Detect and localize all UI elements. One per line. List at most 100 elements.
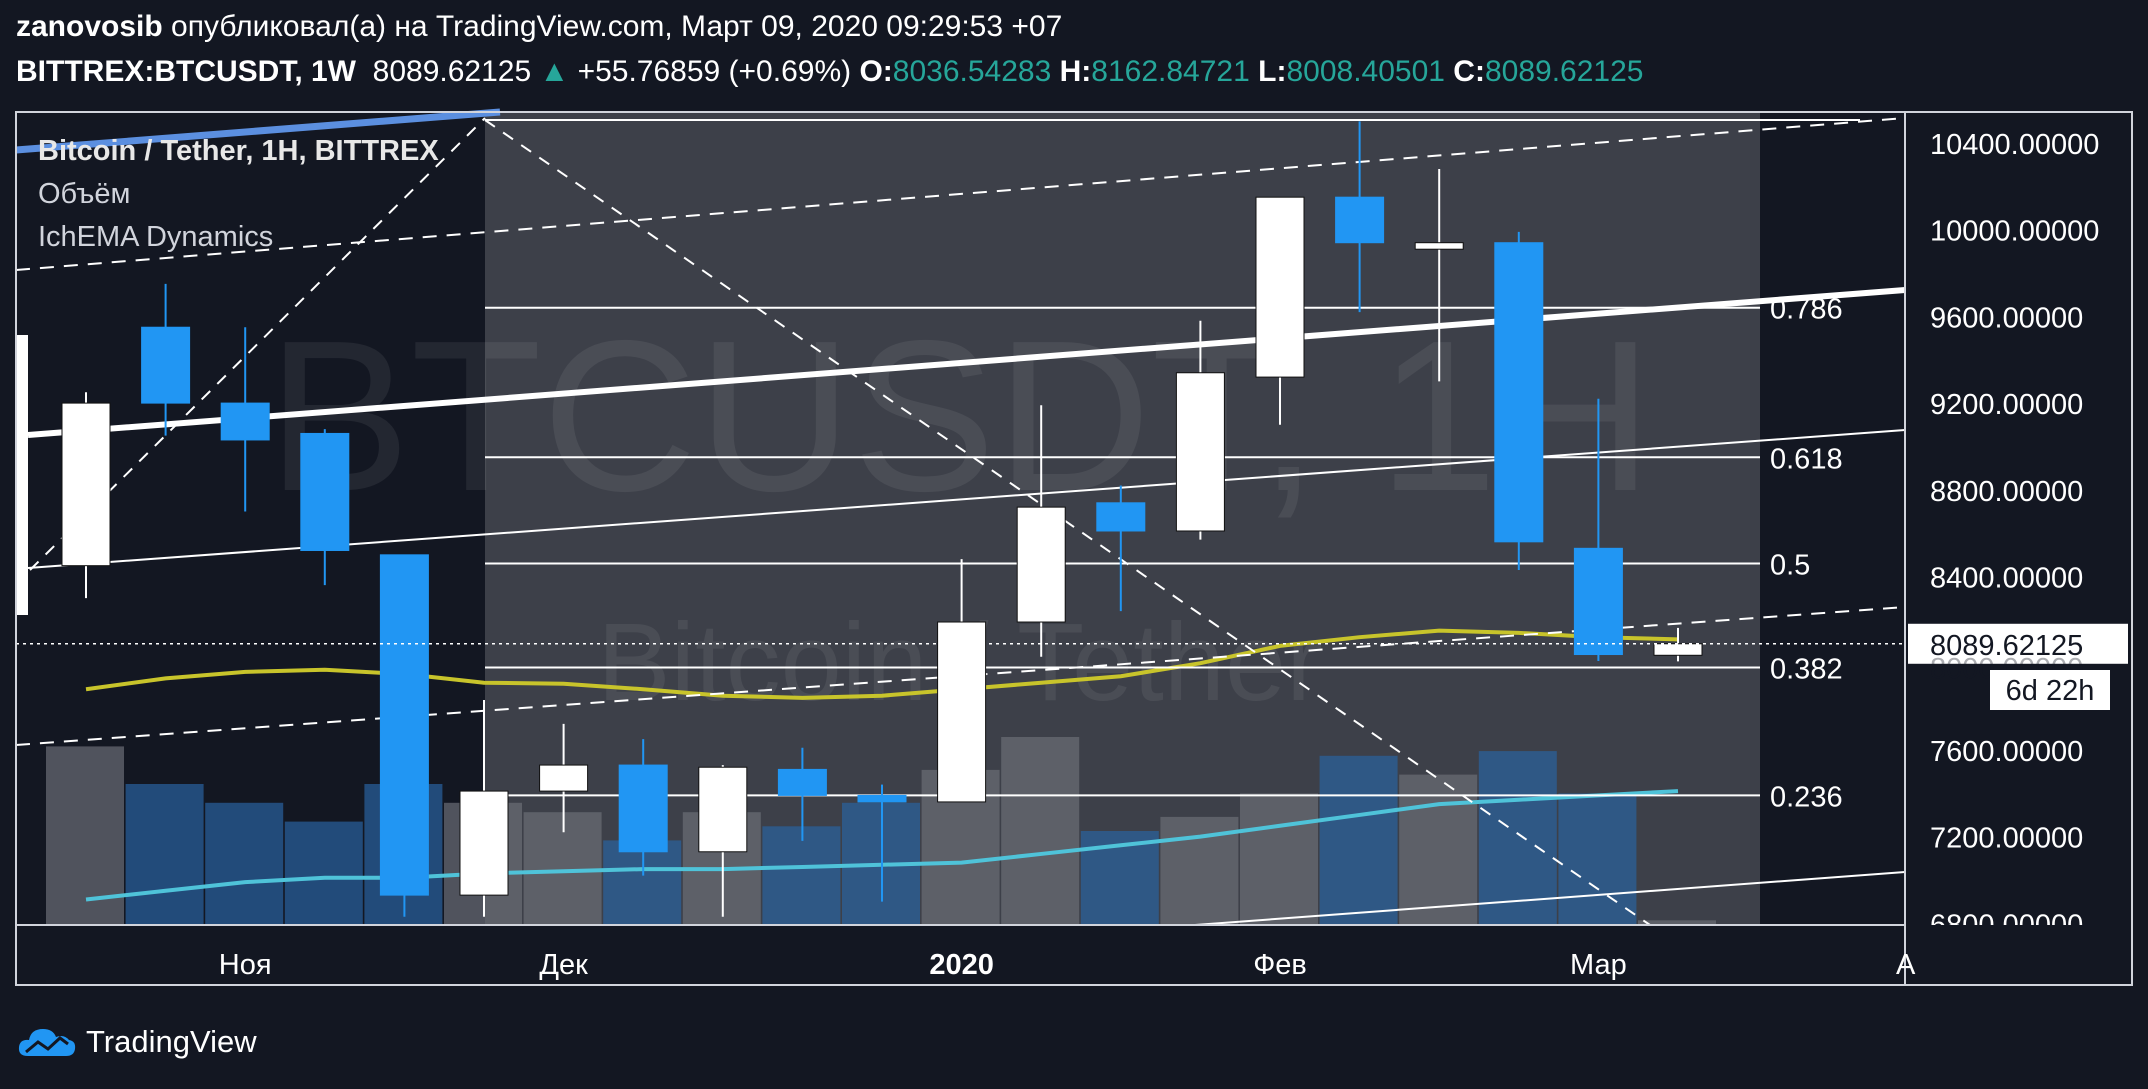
countdown-label: 6d 22h	[2006, 675, 2095, 707]
y-tick-label: 8400.00000	[1930, 563, 2083, 595]
candle	[459, 700, 509, 917]
volume-bar	[762, 826, 841, 925]
legend-symbol[interactable]: Bitcoin / Tether, 1H, BITTREX	[38, 135, 439, 167]
volume-bar	[1319, 755, 1398, 925]
legend-ichema[interactable]: IchEMA Dynamics	[38, 221, 274, 253]
triangle-up-icon: ▲	[539, 55, 570, 88]
price-label-box	[1908, 623, 2128, 664]
candle-body	[459, 790, 509, 896]
chart-frame	[15, 111, 2133, 986]
price-change: +55.76859 (+0.69%)	[577, 55, 852, 88]
candle	[220, 327, 270, 512]
y-tick-label: 9600.00000	[1930, 302, 2083, 334]
open-label: O:	[859, 55, 893, 88]
candle	[937, 559, 987, 803]
candle	[698, 765, 748, 917]
volume-bar	[1001, 737, 1080, 925]
x-tick-label: Ноя	[219, 949, 272, 981]
candle	[141, 283, 191, 436]
candle-body	[379, 554, 429, 896]
candle	[1016, 405, 1066, 657]
dashed-upper-line	[15, 117, 1906, 271]
candle	[1255, 196, 1305, 425]
volume-bar	[284, 821, 363, 925]
dashed-rising-line	[29, 117, 486, 571]
volume-bar	[1638, 920, 1716, 925]
fib-level-label: 0.5	[1770, 549, 1810, 581]
candle-body	[698, 766, 748, 853]
volume-bar	[1240, 793, 1318, 925]
brand-name: TradingView	[86, 1024, 257, 1059]
high-label: H:	[1059, 55, 1092, 88]
publish-info: zanovosib опубликовал(а) на TradingView.…	[16, 10, 1062, 44]
dashed-diagonal-line	[484, 119, 1651, 926]
tradingview-logo[interactable]: TradingView	[16, 1022, 257, 1062]
candle	[61, 392, 111, 599]
fib-level-label: 0.236	[1770, 781, 1843, 813]
candle-body	[1016, 506, 1066, 623]
candle	[777, 747, 827, 841]
x-tick-label: Фев	[1253, 949, 1307, 981]
candle-body	[1653, 643, 1703, 656]
x-tick-label: Мар	[1570, 949, 1627, 981]
candle	[379, 554, 429, 917]
y-tick-label: 7600.00000	[1930, 736, 2083, 768]
price-label: 8089.62125	[1930, 630, 2083, 662]
close-label: C:	[1453, 55, 1485, 88]
candle-body	[937, 621, 987, 803]
countdown-box	[1990, 670, 2110, 710]
candle	[300, 429, 350, 586]
candle-body	[1573, 547, 1623, 656]
high-value: 8162.84721	[1091, 55, 1250, 88]
open-value: 8036.54283	[892, 55, 1052, 88]
candle	[1494, 231, 1544, 570]
candle-body	[1494, 242, 1544, 543]
candle-body	[1096, 502, 1146, 532]
candle	[1096, 485, 1146, 612]
candle	[1175, 320, 1225, 540]
candle-partial	[16, 335, 28, 615]
fib-level-label: 0.382	[1770, 654, 1843, 686]
channel-line-bottom	[1194, 871, 1906, 926]
candle-body	[618, 764, 668, 853]
candle-body	[1175, 372, 1225, 532]
volume-bar	[1478, 751, 1557, 925]
volume-bar	[1558, 793, 1637, 925]
candle	[1414, 169, 1464, 382]
main-trendline	[27, 287, 1906, 438]
y-tick-label: 6800.00000	[1930, 909, 2083, 941]
price-axis	[1905, 112, 2132, 985]
volume-bar	[205, 802, 284, 925]
candle-body	[857, 794, 907, 803]
candle	[618, 739, 668, 876]
candle	[857, 784, 907, 902]
fib-level-label: 0.618	[1770, 443, 1843, 475]
candle-body	[539, 764, 589, 792]
candle-body	[300, 432, 350, 551]
candle-body	[220, 402, 270, 441]
candle	[1335, 121, 1385, 313]
cloud-logo-icon	[18, 1029, 76, 1056]
time-axis	[16, 925, 1905, 985]
legend-volume[interactable]: Объём	[38, 178, 131, 210]
blue-trendline	[15, 108, 501, 154]
symbol-interval: BITTREX:BTCUSDT, 1W	[16, 55, 356, 88]
author-name[interactable]: zanovosib	[16, 10, 163, 43]
candle-body	[1335, 196, 1385, 244]
volume-bar	[1399, 774, 1478, 925]
ema-yellow-line	[85, 628, 1679, 700]
y-tick-label: 7200.00000	[1930, 823, 2083, 855]
candle-body	[777, 768, 827, 796]
y-tick-label: 10400.00000	[1930, 129, 2099, 161]
last-price: 8089.62125	[372, 55, 532, 88]
x-tick-label: 2020	[929, 949, 994, 981]
y-tick-label: 9200.00000	[1930, 389, 2083, 421]
low-label: L:	[1258, 55, 1287, 88]
publish-text: опубликовал(а) на TradingView.com, Март …	[171, 10, 1063, 43]
y-tick-label: 8800.00000	[1930, 476, 2083, 508]
candle-body	[61, 402, 111, 567]
candle	[539, 723, 589, 833]
candle-body	[1255, 196, 1305, 378]
watermark-symbol: BTCUSDT, 1H	[267, 295, 1653, 536]
